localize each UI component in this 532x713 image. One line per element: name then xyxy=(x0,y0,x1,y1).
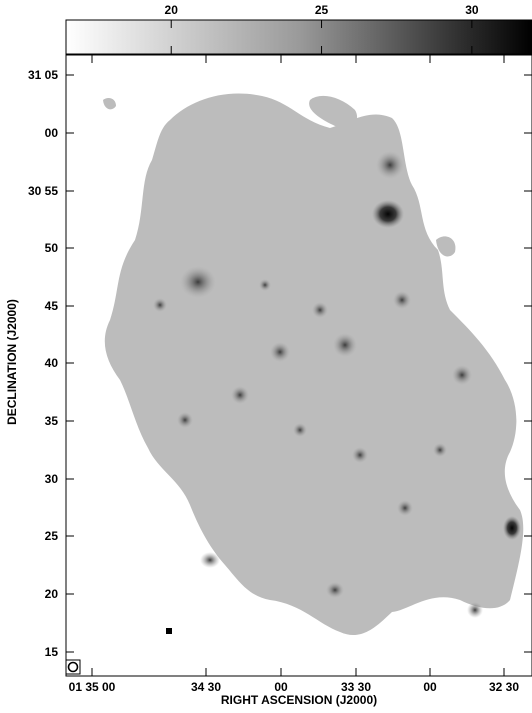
y-tick-label: 00 xyxy=(45,126,59,140)
beam-marker xyxy=(65,659,81,675)
galaxy-emission xyxy=(103,93,524,636)
x-tick-label: 01 35 00 xyxy=(69,680,116,694)
colorbar: 20 25 30 xyxy=(65,3,532,55)
y-tick-label: 30 55 xyxy=(28,184,58,198)
x-axis-title: RIGHT ASCENSION (J2000) xyxy=(221,693,377,707)
y-tick-label: 45 xyxy=(45,299,59,313)
y-axis-tick-labels: 31 05 00 30 55 50 45 40 35 30 25 20 15 xyxy=(28,68,58,659)
colorbar-tick-label: 30 xyxy=(465,3,479,17)
y-axis-title: DECLINATION (J2000) xyxy=(5,299,19,425)
y-tick-label: 20 xyxy=(45,587,59,601)
colorbar-tick-labels: 20 25 30 xyxy=(165,3,479,17)
colorbar-tick-label: 20 xyxy=(165,3,179,17)
x-tick-label: 32 30 xyxy=(489,680,519,694)
y-tick-label: 40 xyxy=(45,356,59,370)
x-tick-label: 00 xyxy=(423,680,437,694)
y-tick-label: 50 xyxy=(45,241,59,255)
y-tick-label: 35 xyxy=(45,414,59,428)
sky-image xyxy=(103,93,524,636)
colorbar-tick-label: 25 xyxy=(315,3,329,17)
x-tick-label: 00 xyxy=(274,680,288,694)
y-tick-label: 30 xyxy=(45,472,59,486)
x-tick-label: 33 30 xyxy=(341,680,371,694)
y-tick-label: 25 xyxy=(45,529,59,543)
y-tick-label: 15 xyxy=(45,645,59,659)
colorbar-gradient xyxy=(65,19,532,55)
x-tick-label: 34 30 xyxy=(191,680,221,694)
colorbar-ticks xyxy=(170,20,473,54)
x-axis-tick-labels: 01 35 00 34 30 00 33 30 00 32 30 xyxy=(69,680,520,694)
y-tick-label: 31 05 xyxy=(28,68,58,82)
beam-circle-icon xyxy=(67,661,79,673)
x-axis-ticks xyxy=(91,55,505,676)
plot-frame xyxy=(65,54,532,677)
y-axis-ticks xyxy=(66,74,532,653)
